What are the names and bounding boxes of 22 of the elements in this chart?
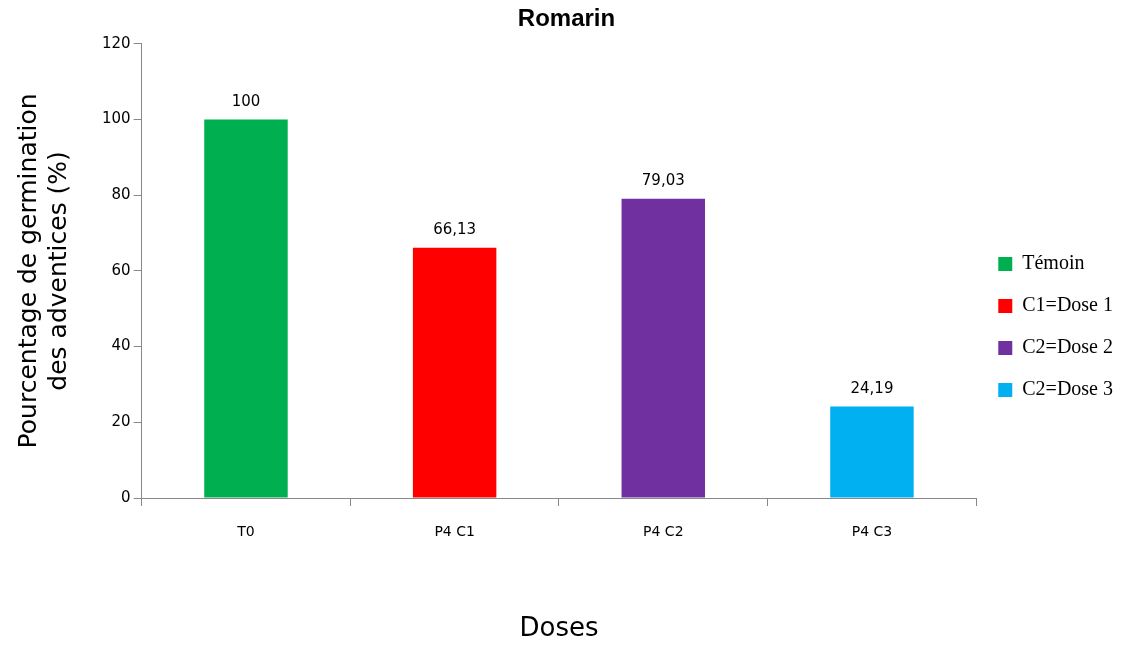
x-tick-label: P4 C2 (643, 523, 684, 540)
legend-label: C2=Dose 3 (1022, 377, 1114, 400)
y-axis-title: Pourcentage de germination des adventices (%) (12, 93, 72, 449)
y-tick-label: 20 (111, 412, 131, 431)
y-tick-label: 80 (111, 185, 131, 204)
data-label: 24,19 (850, 378, 894, 397)
legend-label: C1=Dose 1 (1022, 293, 1114, 316)
x-tick-label: T0 (236, 523, 255, 540)
x-tick-label: P4 C3 (851, 523, 893, 540)
data-label: 100 (231, 91, 261, 110)
data-label: 66,13 (433, 220, 477, 239)
y-tick-label: 120 (101, 33, 131, 52)
y-tick-label: 60 (111, 260, 131, 279)
y-tick-label: 0 (121, 487, 131, 506)
legend-label: Témoin (1022, 251, 1085, 274)
legend-label: C2=Dose 2 (1022, 335, 1114, 358)
y-tick-label: 40 (111, 336, 131, 355)
x-axis-title: Doses (519, 612, 599, 643)
x-tick-label: P4 C1 (434, 523, 475, 540)
data-label: 79,03 (641, 171, 685, 190)
y-tick-label: 100 (101, 109, 131, 128)
chart-title: Romarin (517, 4, 616, 32)
